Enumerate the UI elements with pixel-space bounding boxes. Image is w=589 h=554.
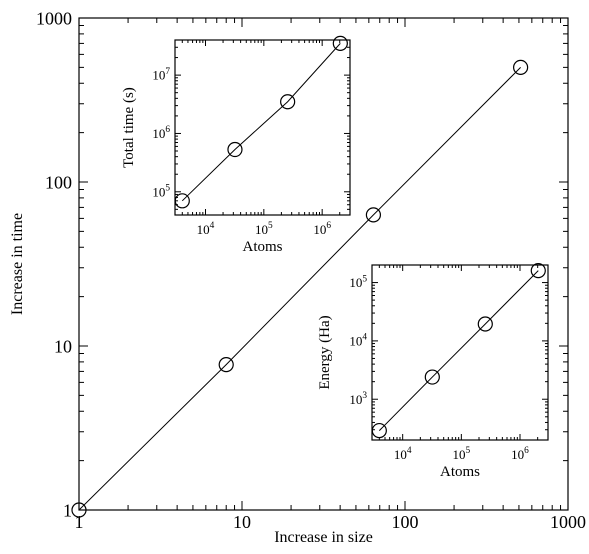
inset-time-y-axis-label: Total time (s)	[121, 87, 137, 168]
main-x-axis-label: Increase in size	[274, 529, 373, 546]
inset-time-x-axis-label: Atoms	[242, 239, 282, 255]
inset-energy-data-point	[530, 263, 546, 279]
main-data-point	[218, 357, 234, 373]
main-y-tick-label: 1000	[36, 8, 72, 28]
main-x-tick-label: 100	[392, 512, 419, 532]
inset-time-data-point	[227, 141, 243, 158]
inset-energy-series-line	[378, 270, 539, 431]
main-x-tick-label: 1000	[550, 512, 586, 532]
inset-energy-frame	[371, 264, 549, 441]
main-x-tick-label: 1	[75, 512, 84, 532]
main-series-line	[78, 67, 521, 511]
main-y-tick-label: 100	[45, 172, 72, 192]
inset-time-data-point	[280, 94, 296, 110]
main-data-point	[513, 59, 529, 75]
main-data-point	[365, 207, 382, 223]
main-y-tick-label: 1	[63, 500, 72, 520]
inset-energy-background	[372, 265, 548, 440]
inset-time-background	[175, 40, 350, 215]
main-y-axis-label: Increase in time	[9, 213, 26, 315]
main-frame	[78, 17, 569, 511]
inset-energy-x-axis-label: Atoms	[440, 464, 480, 480]
inset-energy-data-point	[477, 316, 493, 332]
main-x-tick-label: 10	[233, 512, 251, 532]
inset-time-frame	[174, 39, 351, 216]
inset-time-series-line	[181, 43, 341, 202]
inset-energy-data-point	[424, 369, 440, 385]
inset-time-data-point	[332, 35, 348, 51]
main-y-tick-label: 10	[54, 336, 72, 356]
inset-energy-y-axis-label: Energy (Ha)	[317, 315, 333, 389]
